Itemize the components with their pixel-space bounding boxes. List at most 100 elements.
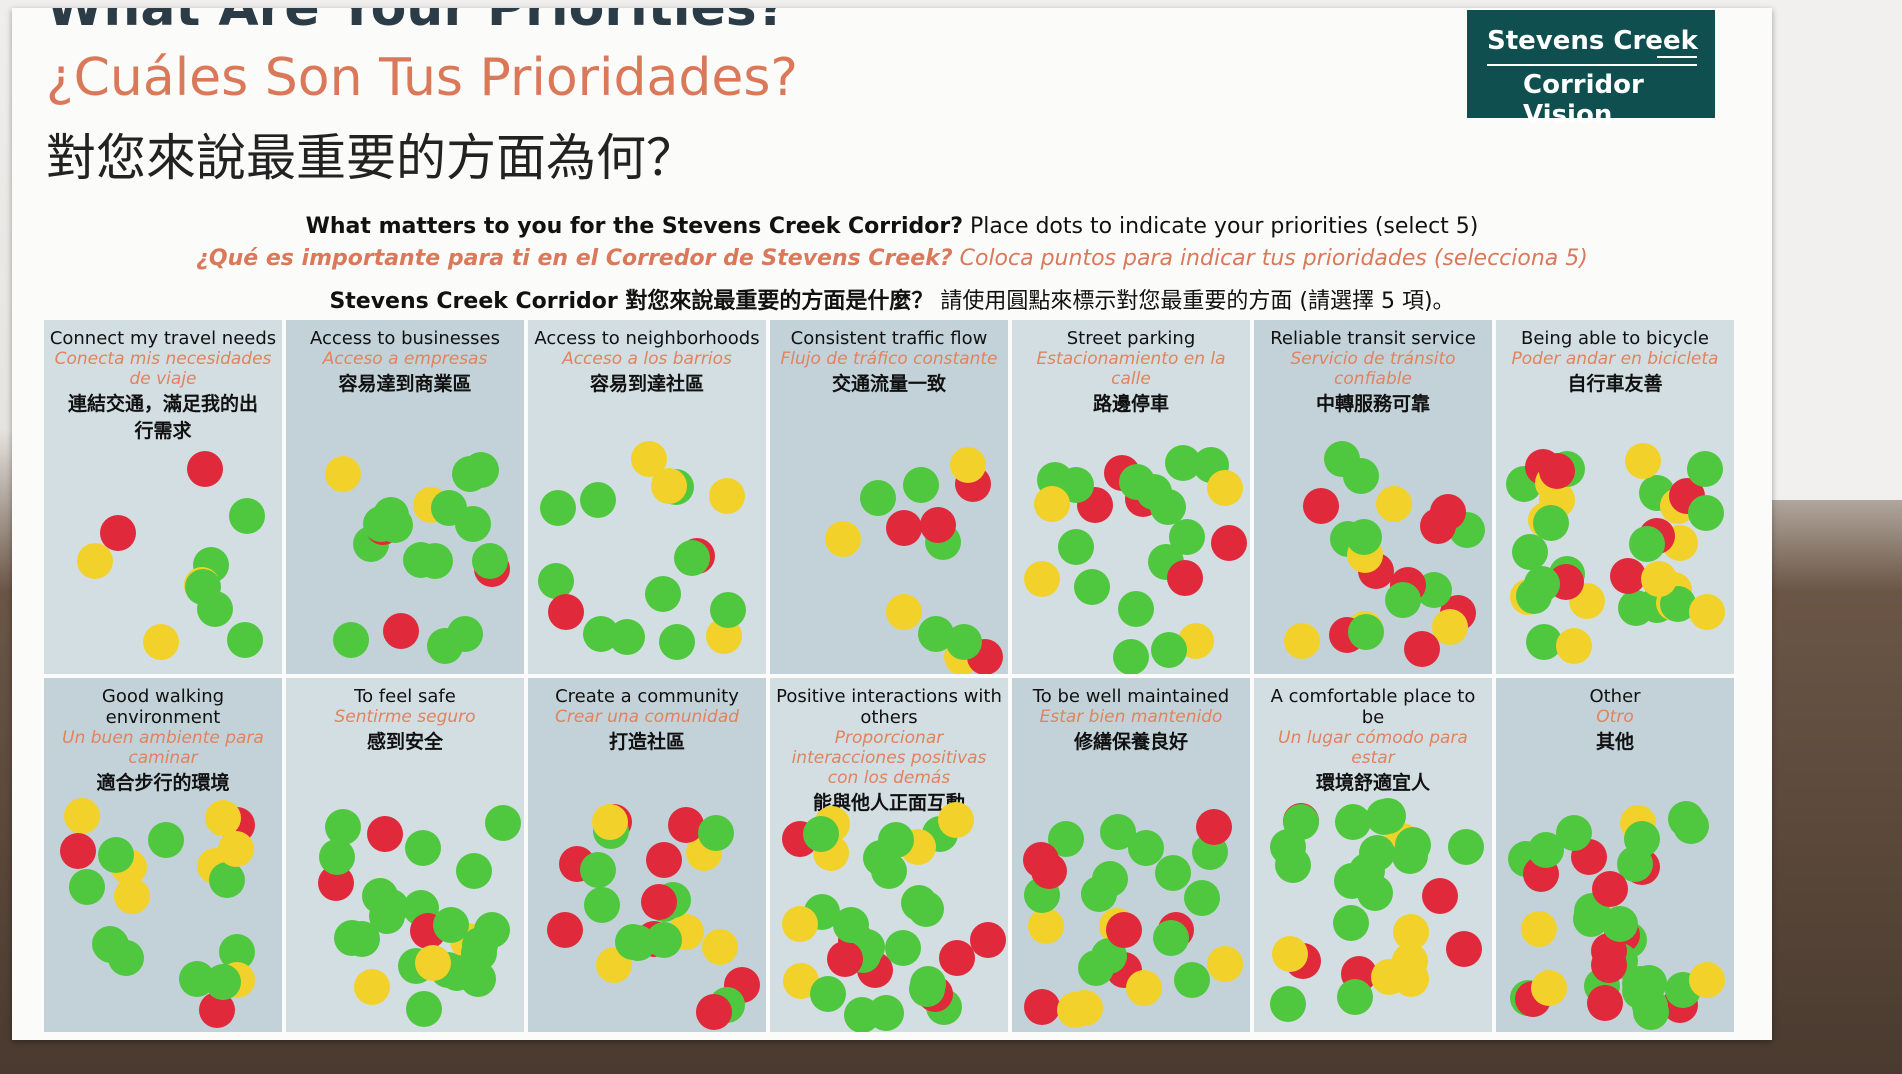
panel-title-zh: 容易到達社區 [528, 369, 766, 396]
sticker-dot [1337, 979, 1373, 1015]
sticker-dot [1024, 989, 1060, 1025]
panel: To feel safeSentirme seguro感到安全 [286, 678, 524, 1032]
sticker-dot [1169, 519, 1205, 555]
sticker-dot [1392, 838, 1428, 874]
panel-title-en: Consistent traffic flow [770, 328, 1008, 349]
sticker-dot [886, 594, 922, 630]
sticker-dot [1272, 936, 1308, 972]
title-zh: 對您來說最重要的方面為何？ [46, 118, 696, 190]
sticker-dot [580, 852, 616, 888]
sticker-dot [580, 482, 616, 518]
sticker-dot [878, 822, 914, 858]
sticker-dot [1624, 821, 1660, 857]
sticker-dot [1448, 829, 1484, 865]
panel-title-zh: 感到安全 [286, 727, 524, 754]
sticker-dot [187, 451, 223, 487]
sticker-dot [1024, 561, 1060, 597]
sticker-dot [1687, 451, 1723, 487]
panel-title-es: Un buen ambiente para caminar [44, 728, 282, 768]
panel-title-en: A comfortable place to be [1254, 686, 1492, 728]
panel-title-en: Access to neighborhoods [528, 328, 766, 349]
sticker-dot [447, 616, 483, 652]
sticker-dot [548, 594, 584, 630]
sticker-dot [698, 815, 734, 851]
title-en: What Are Your Priorities? [46, 8, 787, 38]
sticker-dot [1058, 529, 1094, 565]
wall [1760, 0, 1902, 500]
panel-title-zh: 環境舒適宜人 [1254, 768, 1492, 795]
panel: A comfortable place to beUn lugar cómodo… [1254, 678, 1492, 1032]
panel: Access to neighborhoodsAcceso a los barr… [528, 320, 766, 674]
sticker-dot [1376, 486, 1412, 522]
sticker-dot [60, 833, 96, 869]
panel-title-en: Reliable transit service [1254, 328, 1492, 349]
sticker-dot [405, 830, 441, 866]
sticker-dot [833, 907, 869, 943]
sticker-dot [1343, 458, 1379, 494]
sticker-dot [939, 940, 975, 976]
instruction: What matters to you for the Stevens Cree… [12, 214, 1772, 239]
sticker-dot [540, 490, 576, 526]
panel: To be well maintainedEstar bien mantenid… [1012, 678, 1250, 1032]
sticker-dot [1533, 505, 1569, 541]
sticker-dot [1446, 931, 1482, 967]
sticker-dot [1524, 566, 1560, 602]
panel-title-en: Good walking environment [44, 686, 282, 728]
sticker-dot [1284, 623, 1320, 659]
sticker-dot [1174, 962, 1210, 998]
sticker-dot [1673, 808, 1709, 844]
panel: Reliable transit serviceServicio de trán… [1254, 320, 1492, 674]
panel-title-zh: 交通流量一致 [770, 369, 1008, 396]
sticker-dot [373, 889, 409, 925]
sticker-dot [1531, 970, 1567, 1006]
sticker-dot [1153, 920, 1189, 956]
instruction-bold: Stevens Creek Corridor 對您來說最重要的方面是什麼？ [329, 289, 933, 314]
sticker-dot [782, 906, 818, 942]
sticker-dot [334, 920, 370, 956]
sticker-dot [609, 619, 645, 655]
sticker-dot [143, 624, 179, 660]
sticker-dot [1556, 628, 1592, 664]
panel-title-es: Acceso a empresas [286, 349, 524, 369]
sticker-dot [205, 964, 241, 1000]
panel-title-zh: 容易達到商業區 [286, 369, 524, 396]
sticker-dot [1155, 855, 1191, 891]
sticker-dot [406, 991, 442, 1027]
sticker-dot [803, 816, 839, 852]
sticker-dot [1689, 594, 1725, 630]
sticker-dot [1556, 815, 1592, 851]
sticker-dot [1587, 985, 1623, 1021]
panel-title-es: Proporcionar interacciones positivas con… [770, 728, 1008, 788]
sticker-dot [1028, 908, 1064, 944]
sticker-dot [1106, 912, 1142, 948]
sticker-dot [659, 624, 695, 660]
sticker-dot [1689, 962, 1725, 998]
panel-title-en: Positive interactions with others [770, 686, 1008, 728]
sticker-dot [825, 521, 861, 557]
sticker-dot [108, 940, 144, 976]
sticker-dot [77, 543, 113, 579]
panel-title-en: To be well maintained [1012, 686, 1250, 707]
sticker-dot [1118, 591, 1154, 627]
sticker-dot [584, 887, 620, 923]
sticker-dot [64, 798, 100, 834]
instruction: Stevens Creek Corridor 對您來說最重要的方面是什麼？ 請使… [12, 283, 1772, 315]
instruction-text: 請使用圓點來標示對您最重要的方面 (請選擇 5 項)。 [940, 289, 1454, 314]
sticker-dot [472, 543, 508, 579]
sticker-dot [1207, 946, 1243, 982]
panel-title-zh: 自行車友善 [1496, 369, 1734, 396]
sticker-dot [709, 478, 745, 514]
sticker-dot [674, 540, 710, 576]
panel-title-es: Estacionamiento en la calle [1012, 349, 1250, 389]
logo-line: Corridor Vision [1523, 70, 1715, 130]
poster: What Are Your Priorities? ¿Cuáles Son Tu… [12, 8, 1772, 1040]
panel-title-es: Acceso a los barrios [528, 349, 766, 369]
sticker-dot [920, 507, 956, 543]
sticker-dot [69, 869, 105, 905]
sticker-dot [1521, 911, 1557, 947]
sticker-dot [1420, 508, 1456, 544]
